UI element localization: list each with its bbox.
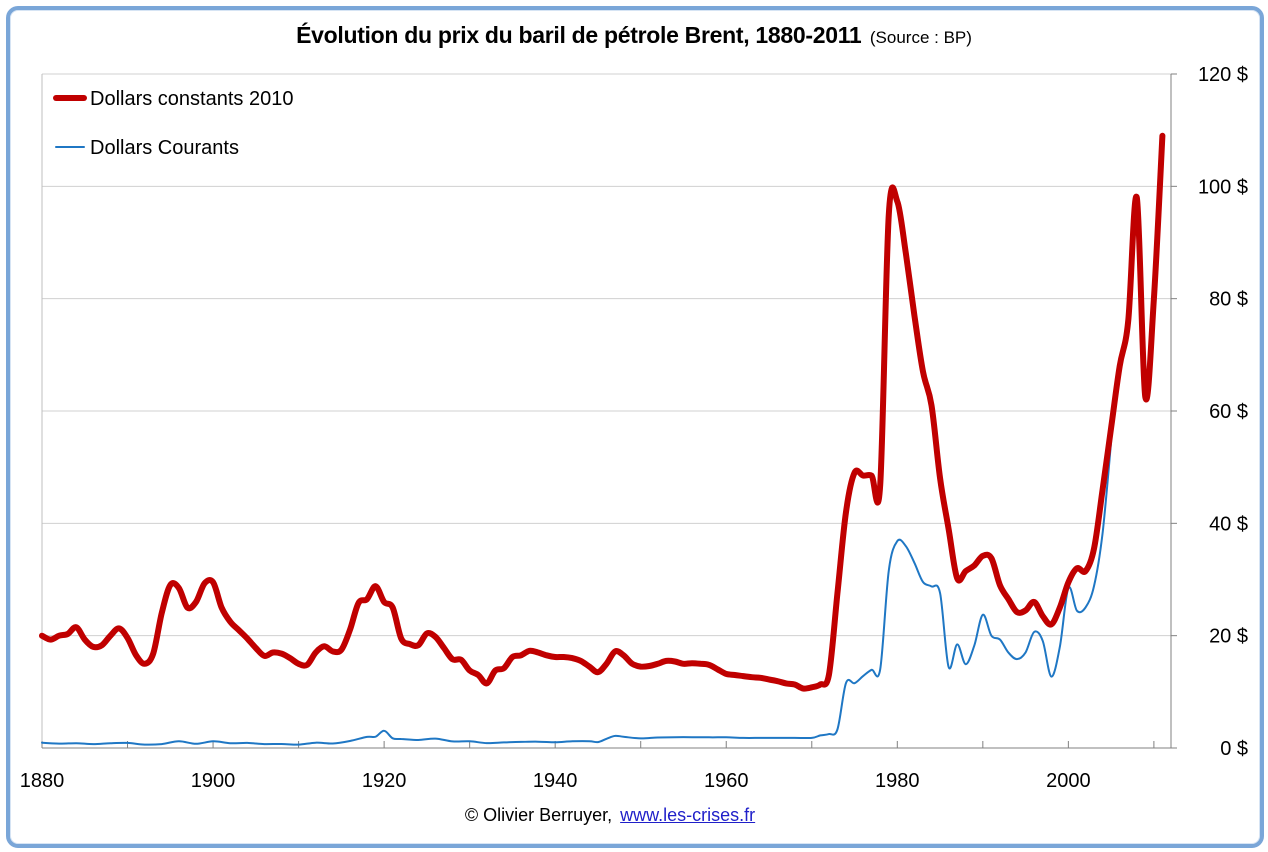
x-tick-label-2000: 2000 xyxy=(1046,770,1091,792)
legend-current-label: Dollars Courants xyxy=(90,137,239,159)
x-tick-label-1900: 1900 xyxy=(191,770,236,792)
y-tick-label-100: 100 $ xyxy=(1198,176,1248,198)
x-tick-label-1980: 1980 xyxy=(875,770,920,792)
chart-subtitle: (Source : BP) xyxy=(869,28,972,47)
x-tick-label-1940: 1940 xyxy=(533,770,578,792)
y-tick-label-80: 80 $ xyxy=(1209,289,1248,311)
credit-author: © Olivier Berruyer, xyxy=(464,805,613,825)
legend-constant-label: Dollars constants 2010 xyxy=(90,88,293,110)
x-tick-label-1960: 1960 xyxy=(704,770,749,792)
chart-title-block: Évolution du prix du baril de pétrole Br… xyxy=(0,22,1268,49)
y-tick-label-0: 0 $ xyxy=(1220,738,1248,760)
y-tick-label-120: 120 $ xyxy=(1198,64,1248,86)
series-line-constant-dollars xyxy=(39,132,1166,692)
x-tick-label-1880: 1880 xyxy=(20,770,65,792)
series-line-current-dollars xyxy=(41,440,1113,746)
credit-link[interactable]: www.les-crises.fr xyxy=(620,805,756,825)
y-tick-label-40: 40 $ xyxy=(1209,513,1248,535)
y-tick-label-20: 20 $ xyxy=(1209,626,1248,648)
chart-title: Évolution du prix du baril de pétrole Br… xyxy=(296,22,862,48)
chart-frame xyxy=(6,6,1264,848)
credit-line: © Olivier Berruyer, www.les-crises.fr xyxy=(0,805,1220,826)
y-tick-label-60: 60 $ xyxy=(1209,401,1248,423)
x-tick-label-1920: 1920 xyxy=(362,770,407,792)
